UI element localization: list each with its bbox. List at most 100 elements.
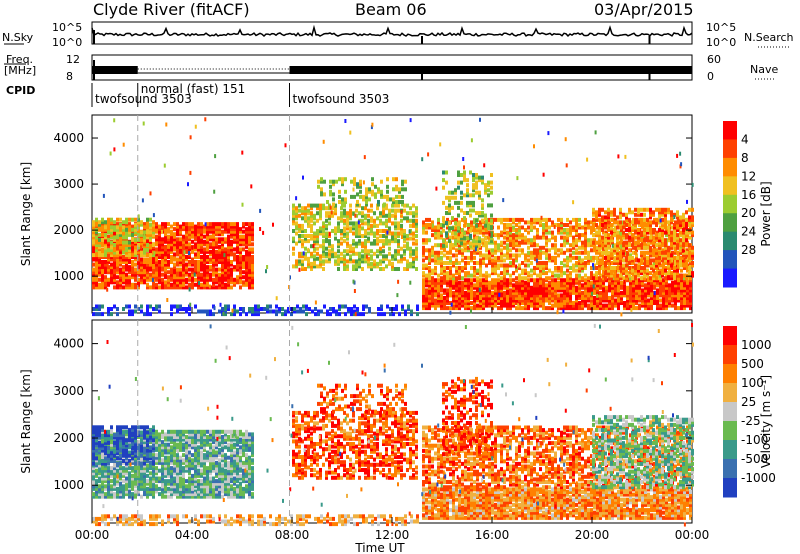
heatmap-cell [316,236,319,241]
heatmap-cell [673,276,676,281]
heatmap-cell [140,275,143,280]
heatmap-cell [539,283,542,288]
heatmap-cell [176,239,179,244]
heatmap-cell [604,255,607,260]
heatmap-cell [452,290,455,295]
heatmap-cell [376,254,379,259]
heatmap-cell [158,244,161,249]
heatmap-cell [563,278,566,283]
heatmap-cell [248,232,251,237]
heatmap-cell [188,267,191,272]
heatmap-cell [566,263,569,268]
heatmap-cell [482,303,485,308]
heatmap-cell [167,270,170,275]
heatmap-cell [101,248,104,253]
heatmap-cell [602,268,605,273]
nsearch-bottom-tick: 10^0 [706,36,737,49]
heatmap-cell [602,288,605,293]
heatmap-cell [614,303,617,308]
heatmap-cell [560,301,563,305]
heatmap-cell [518,303,521,308]
heatmap-cell [476,285,479,290]
heatmap-cell [131,272,134,277]
heatmap-cell [485,296,488,300]
heatmap-cell [131,242,134,247]
heatmap-cell [673,235,676,240]
heatmap-cell [119,245,122,250]
heatmap-cell [107,242,110,247]
heatmap-cell [395,187,398,192]
heatmap-cell [352,223,355,228]
heatmap-cell [554,290,557,295]
heatmap-cell [655,235,658,240]
heatmap-cell [385,223,388,228]
heatmap-cell [92,282,95,287]
heatmap-cell [322,206,325,211]
heatmap-cell [113,225,116,230]
heatmap-cell [389,197,392,202]
heatmap-cell [569,243,572,248]
heatmap-cell [367,256,370,261]
heatmap-cell [440,225,443,230]
heatmap-cell [365,187,368,192]
heatmap-cell [425,290,428,295]
heatmap-cell [667,271,670,276]
heatmap-cell [137,272,140,277]
heatmap-cell [119,285,122,290]
heatmap-cell [515,276,518,281]
heatmap-cell [155,255,158,259]
heatmap-cell [146,275,149,280]
heatmap-cell [494,288,497,293]
heatmap-cell [640,250,643,255]
heatmap-cell [155,277,158,282]
heatmap-cell [209,275,212,280]
heatmap-cell [400,213,403,218]
heatmap-cell [548,306,551,311]
heatmap-cell [212,232,215,237]
heatmap-cell [491,258,494,263]
heatmap-cell [346,221,349,226]
heatmap-cell [590,255,593,260]
heatmap-cell [494,298,497,303]
heatmap-cell [443,298,446,303]
heatmap-cell [245,262,248,267]
heatmap-cell [95,272,98,277]
heatmap-cell [683,306,686,311]
heatmap-cell [602,255,605,260]
heatmap-cell [641,296,644,300]
heatmap-cell [674,301,677,305]
heatmap-cell [394,267,397,271]
heatmap-cell [394,211,397,216]
heatmap-cell [551,245,554,250]
heatmap-cell [584,230,587,235]
heatmap-cell [310,203,313,208]
heatmap-cell [545,288,548,293]
heatmap-cell [662,306,665,311]
heatmap-cell [239,272,242,277]
heatmap-cell [673,225,676,230]
heatmap-cell [607,223,610,227]
heatmap-cell [590,238,593,243]
heatmap-cell [530,238,533,243]
heatmap-cell [686,290,689,295]
heatmap-cell [527,263,530,268]
heatmap-cell [143,270,146,275]
heatmap-cell [304,256,307,261]
heatmap-cell [322,246,325,251]
heatmap-cell [415,234,418,238]
heatmap-cell [212,270,215,275]
heatmap-cell [197,267,200,272]
heatmap-cell [176,232,179,237]
heatmap-cell [437,273,440,278]
heatmap-cell [337,223,340,228]
heatmap-cell [149,245,152,250]
heatmap-cell [503,290,506,295]
heatmap-cell [161,265,164,270]
heatmap-cell [590,276,593,281]
heatmap-cell [122,243,125,247]
heatmap-cell [391,208,394,213]
heatmap-cell [595,217,598,222]
heatmap-cell [625,235,628,240]
heatmap-cell [685,225,688,230]
heatmap-cell [200,234,203,239]
